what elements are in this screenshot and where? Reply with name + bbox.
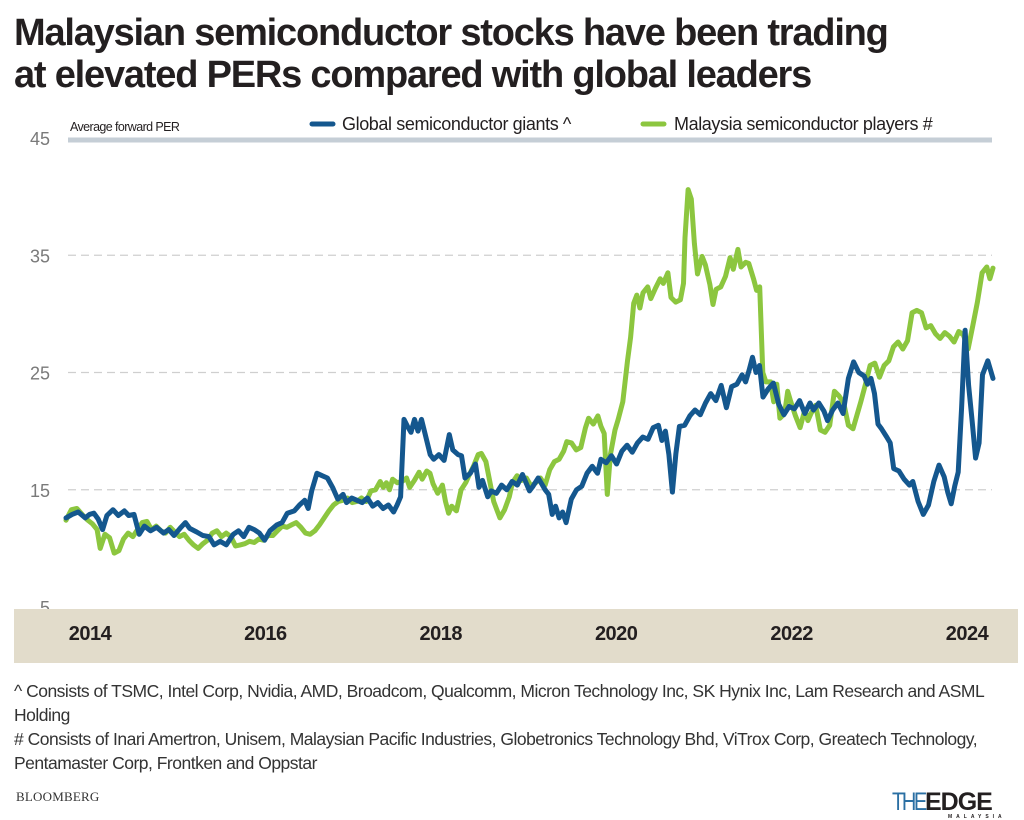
y-tick-label-25: 25 [30,364,50,384]
legend-item-global: Global semiconductor giants ^ [309,114,572,134]
x-axis-band [14,609,1018,663]
footnote-malaysia: # Consists of Inari Amertron, Unisem, Ma… [14,729,978,773]
source-label: BLOOMBERG [16,789,100,804]
series-line-global [63,327,996,548]
x-tick-label-2020: 2020 [595,623,638,645]
legend-label-malaysia: Malaysia semiconductor players # [674,114,933,134]
line-chart: 45 35 25 15 5 2014 2016 2018 2020 2022 2024 Avera… [14,114,1018,663]
legend-label-global: Global semiconductor giants ^ [342,114,572,134]
x-tick-label-2022: 2022 [770,623,813,645]
y-tick-label-5: 5 [40,598,50,618]
chart-title-line-2: at elevated PERs compared with global le… [14,54,812,96]
legend-item-malaysia: Malaysia semiconductor players # [640,114,933,134]
logo-the: THE [892,788,927,816]
legend: Global semiconductor giants ^ Malaysia s… [309,114,933,134]
y-axis-label: Average forward PER [70,120,180,134]
logo-malaysia: MALAYSIA [948,814,1006,820]
x-tick-label-2016: 2016 [244,623,287,645]
y-tick-label-45: 45 [30,129,50,149]
series-lines [63,187,996,556]
chart-title-line-1: Malaysian semiconductor stocks have been… [14,12,889,54]
footnotes: ^ Consists of TSMC, Intel Corp, Nvidia, … [14,679,1004,775]
series-line-malaysia [63,187,996,556]
logo-edge: EDGE [925,788,993,816]
x-axis-ticks: 2014 2016 2018 2020 2022 2024 [69,623,990,645]
y-tick-label-35: 35 [30,246,50,266]
footnote-global: ^ Consists of TSMC, Intel Corp, Nvidia, … [14,681,984,725]
chart-title: Malaysian semiconductor stocks have been… [14,12,1014,96]
y-axis-ticks: 45 35 25 15 5 [30,129,50,618]
x-tick-label-2018: 2018 [420,623,463,645]
gridlines [68,137,992,491]
the-edge-logo: THE EDGE MALAYSIA [892,788,1012,820]
x-tick-label-2024: 2024 [946,623,990,645]
y-tick-label-15: 15 [30,481,50,501]
x-tick-label-2014: 2014 [69,623,113,645]
